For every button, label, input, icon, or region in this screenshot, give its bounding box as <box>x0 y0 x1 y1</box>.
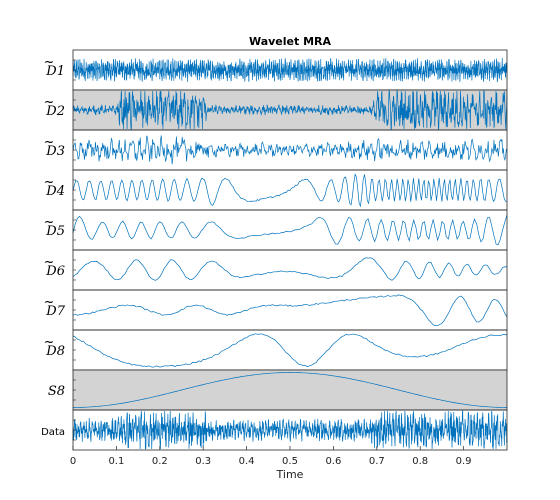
x-tick-label: 0.1 <box>108 456 124 467</box>
row-label-data: Data <box>41 427 65 438</box>
x-tick-label: 0.3 <box>195 456 211 467</box>
tilde-mark: ~ <box>44 55 55 70</box>
signal-line-d5 <box>72 214 508 245</box>
panel-frame-d5 <box>72 209 508 251</box>
row-label-d1: D1 <box>45 64 65 79</box>
signal-line-d3 <box>72 135 508 165</box>
panel-frame-d6 <box>72 249 508 291</box>
row-label-d5: D5 <box>45 224 65 239</box>
row-label-d7: D7 <box>45 304 65 319</box>
tilde-mark: ~ <box>44 135 55 150</box>
x-tick-label: 0.6 <box>325 456 341 467</box>
x-tick-label: 0.9 <box>456 456 472 467</box>
row-label-d6: D6 <box>45 264 65 279</box>
x-tick-label: 0 <box>70 456 76 467</box>
panel-frame-d7 <box>72 289 508 331</box>
signal-line-data <box>72 410 508 450</box>
tilde-mark: ~ <box>44 175 55 190</box>
row-label-d3: D3 <box>45 144 65 159</box>
signal-line-d8 <box>72 333 508 368</box>
panel-d6: D6~ <box>44 249 508 291</box>
panel-d5: D5~ <box>44 209 508 251</box>
row-label-d8: D8 <box>45 344 65 359</box>
tilde-mark: ~ <box>44 255 55 270</box>
signal-line-d7 <box>72 294 508 326</box>
signal-line-d1 <box>72 57 508 83</box>
tilde-mark: ~ <box>44 335 55 350</box>
signal-line-d2 <box>72 90 508 130</box>
panel-d7: D7~ <box>44 289 508 331</box>
x-tick-label: 0.5 <box>282 456 298 467</box>
tilde-mark: ~ <box>44 295 55 310</box>
row-label-d4: D4 <box>45 184 65 199</box>
signal-line-d4 <box>72 173 508 208</box>
x-axis: 0 0.1 0.2 0.3 0.4 0.5 0.6 0.7 0.8 0.9 <box>70 446 472 467</box>
x-tick-label: 0.2 <box>152 456 168 467</box>
row-label-s8: S8 <box>48 384 65 399</box>
panel-d4: D4~ <box>44 169 508 211</box>
x-tick-label: 0.8 <box>412 456 428 467</box>
panel-data: Data <box>41 409 508 451</box>
x-tick-label: 0.7 <box>369 456 385 467</box>
panel-s8: S8 <box>48 369 508 411</box>
panel-d2: D2~ <box>44 89 508 131</box>
tilde-mark: ~ <box>44 95 55 110</box>
panel-d3: D3~ <box>44 129 508 171</box>
highlight-s8 <box>73 370 507 410</box>
x-tick-label: 0.4 <box>239 456 255 467</box>
x-axis-label: Time <box>276 468 304 481</box>
panel-d8: D8~ <box>44 329 508 371</box>
tilde-mark: ~ <box>44 215 55 230</box>
signal-line-s8 <box>72 372 508 408</box>
panel-frame-d8 <box>72 329 508 371</box>
signal-line-d6 <box>72 257 508 281</box>
row-label-d2: D2 <box>45 104 65 119</box>
panel-d1: D1~ <box>44 49 508 91</box>
chart-title: Wavelet MRA <box>249 35 332 48</box>
